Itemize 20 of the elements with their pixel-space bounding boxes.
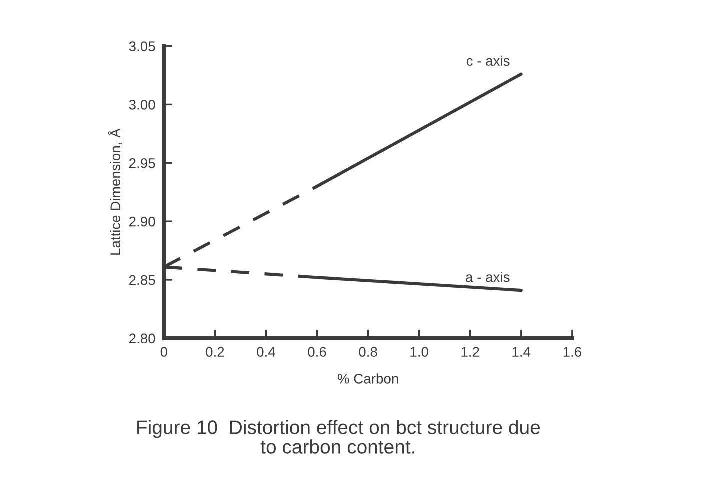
series-label: c - axis xyxy=(466,56,510,66)
x-tick-label: 1.2 xyxy=(462,347,480,357)
text: Figure 10 Distortion effect on bct structure due to carbon content. xyxy=(138,420,540,454)
y-tick-label: 2.95 xyxy=(129,158,156,168)
x-tick-label: 0.6 xyxy=(308,347,326,357)
y-tick-label: 3.05 xyxy=(129,42,156,52)
x-tick-label: 0.8 xyxy=(359,347,378,357)
x-tick-label: 0.4 xyxy=(257,347,276,357)
x-tick-label: 1.0 xyxy=(410,347,428,357)
y-tick-label: 2.85 xyxy=(129,275,156,286)
x-axis-title: % Carbon xyxy=(338,374,398,384)
x-tick-label: 0.2 xyxy=(206,347,224,357)
x-tick-label: 1.4 xyxy=(512,347,531,357)
series-label: a - axis xyxy=(466,272,510,282)
y-axis-title: Lattice Dimension, Å xyxy=(108,128,122,255)
x-tick-label: 1.6 xyxy=(564,347,582,357)
y-tick-label: 3.00 xyxy=(129,100,156,110)
y-tick-label: 2.90 xyxy=(129,216,156,227)
x-tick-label: 0 xyxy=(160,347,168,357)
y-tick-label: 2.80 xyxy=(129,334,156,344)
